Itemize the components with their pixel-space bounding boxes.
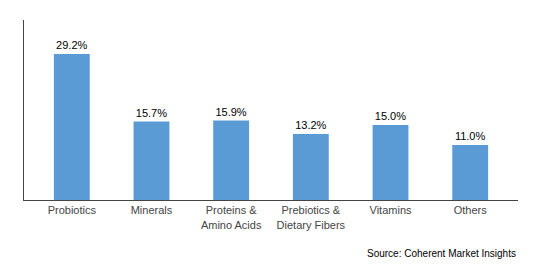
svg-text:Others: Others [454,204,488,216]
svg-text:Proteins &Amino Acids: Proteins &Amino Acids [201,204,262,230]
svg-text:Prebiotics &Dietary Fibers: Prebiotics &Dietary Fibers [277,204,346,230]
svg-text:15.7%: 15.7% [136,107,167,119]
svg-text:Source: Coherent Market Insigh: Source: Coherent Market Insights [367,248,516,259]
svg-text:Probiotics: Probiotics [48,204,97,216]
svg-text:29.2%: 29.2% [56,39,87,51]
svg-text:Vitamins: Vitamins [370,204,412,216]
svg-text:11.0%: 11.0% [455,130,486,142]
svg-text:15.0%: 15.0% [375,110,406,122]
svg-text:13.2%: 13.2% [295,119,326,131]
svg-text:15.9%: 15.9% [215,106,246,118]
svg-text:Minerals: Minerals [131,204,173,216]
